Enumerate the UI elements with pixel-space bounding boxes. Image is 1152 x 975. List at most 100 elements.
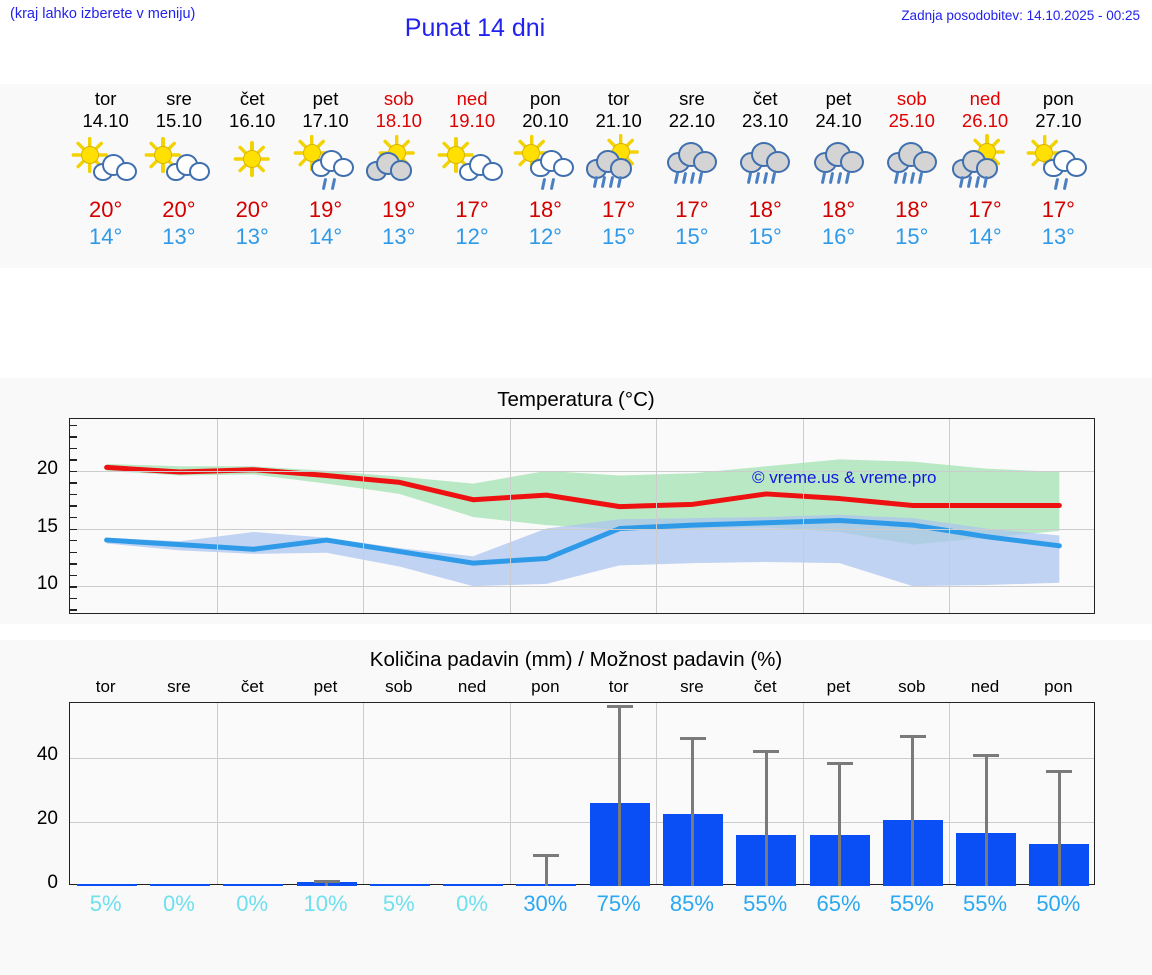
forecast-day-column[interactable]: pet 24.10 18° 16° bbox=[800, 88, 878, 249]
precip-probability-label: 30% bbox=[523, 891, 568, 916]
cloud-icon bbox=[530, 150, 575, 178]
precip-probability-label: 85% bbox=[669, 891, 714, 916]
cloud-gray-icon bbox=[740, 142, 791, 173]
rain-drop bbox=[1054, 177, 1060, 191]
y-axis-tick-mark bbox=[70, 540, 77, 542]
rain-drop bbox=[844, 171, 850, 185]
temp-max-label: 20° bbox=[89, 197, 123, 222]
temperature-series-svg bbox=[104, 459, 1062, 587]
gridline-vertical bbox=[509, 419, 511, 613]
precip-day-label: čet bbox=[240, 677, 264, 696]
weather-icon-sun-cloud bbox=[142, 134, 216, 196]
precipitation-chart-title: Količina padavin (mm) / Možnost padavin … bbox=[369, 648, 783, 671]
y-axis-tick-mark bbox=[70, 563, 77, 565]
sun-icon bbox=[437, 137, 474, 173]
forecast-day-column[interactable]: ned 19.10 17° 12° bbox=[433, 88, 511, 249]
cloud-gray-icon bbox=[585, 150, 632, 179]
cloud-icon bbox=[92, 154, 137, 182]
weather-icon-sun-cloud bbox=[69, 134, 143, 196]
precipitation-bar[interactable] bbox=[443, 883, 504, 886]
cloud-gray-icon bbox=[813, 142, 864, 173]
precipitation-bar[interactable] bbox=[149, 883, 210, 886]
temp-max-label: 17° bbox=[968, 197, 1002, 222]
forecast-day-column[interactable]: ned 26.10 17° 14° bbox=[946, 88, 1024, 249]
day-of-week-label: sre bbox=[166, 88, 192, 109]
cloud-icon bbox=[1043, 150, 1088, 178]
precip-day-label: sre bbox=[680, 677, 704, 696]
sun-icon bbox=[234, 141, 271, 177]
forecast-day-column[interactable]: pet 17.10 19° 14° bbox=[287, 88, 365, 249]
y-axis-tick-mark bbox=[70, 470, 77, 473]
temperature-plot-area bbox=[69, 418, 1095, 614]
rain-drop bbox=[893, 171, 899, 185]
cloud-icon bbox=[165, 154, 210, 182]
weather-icon-cloud-rain bbox=[728, 134, 802, 196]
precipitation-bar[interactable] bbox=[76, 883, 137, 886]
temp-min-label: 13° bbox=[162, 224, 196, 249]
gridline-vertical bbox=[509, 703, 511, 884]
temp-max-label: 20° bbox=[162, 197, 196, 222]
cloud-puff bbox=[839, 151, 864, 173]
sun-disc bbox=[80, 146, 99, 164]
sun-disc bbox=[302, 144, 321, 162]
weather-icon-container bbox=[213, 134, 291, 196]
error-bar bbox=[764, 749, 768, 886]
day-of-week-label: pon bbox=[1042, 88, 1074, 109]
y-axis-tick-mark bbox=[70, 586, 77, 588]
forecast-day-column[interactable]: pon 20.10 18° 12° bbox=[506, 88, 584, 249]
y-axis-tick-mark bbox=[70, 528, 77, 530]
forecast-day-column[interactable]: čet 16.10 20° 13° bbox=[213, 88, 291, 249]
precip-day-label: sob bbox=[898, 677, 926, 696]
forecast-day-column[interactable]: sob 25.10 18° 15° bbox=[873, 88, 951, 249]
y-axis-tick-mark bbox=[70, 505, 77, 507]
precip-day-label: sob bbox=[385, 677, 413, 696]
precipitation-plot-area bbox=[69, 702, 1095, 886]
y-axis-tick-label: 20 bbox=[36, 807, 58, 829]
gridline-vertical bbox=[216, 419, 218, 613]
precipitation-bar[interactable] bbox=[369, 883, 430, 886]
rain-drop bbox=[321, 177, 327, 191]
temp-max-label: 19° bbox=[382, 197, 416, 222]
day-of-week-label: čet bbox=[752, 88, 778, 109]
precipitation-bar[interactable] bbox=[223, 883, 284, 886]
weather-icon-container bbox=[140, 134, 218, 196]
forecast-day-column[interactable]: sob 18.10 19° 13° bbox=[360, 88, 438, 249]
precip-day-label: pet bbox=[826, 677, 851, 696]
gridline-horizontal bbox=[70, 821, 1094, 823]
day-date-label: 20.10 bbox=[522, 110, 569, 131]
forecast-day-column[interactable]: sre 15.10 20° 13° bbox=[140, 88, 218, 249]
forecast-day-column[interactable]: pon 27.10 17° 13° bbox=[1019, 88, 1097, 249]
weather-icon-container bbox=[360, 134, 438, 196]
temp-max-label: 20° bbox=[235, 197, 269, 222]
gridline-horizontal bbox=[70, 470, 1094, 472]
forecast-day-column[interactable]: sre 22.10 17° 15° bbox=[653, 88, 731, 249]
gridline-vertical bbox=[656, 703, 658, 884]
day-date-label: 19.10 bbox=[448, 110, 496, 131]
y-axis-tick-label: 40 bbox=[36, 743, 58, 765]
temp-min-label: 13° bbox=[382, 224, 416, 249]
cloud-puff bbox=[553, 157, 575, 178]
day-date-label: 17.10 bbox=[302, 110, 349, 131]
gridline-vertical bbox=[656, 419, 658, 613]
precip-probability-label: 75% bbox=[596, 891, 641, 916]
y-axis-tick-mark bbox=[70, 447, 77, 450]
rain-drop bbox=[550, 177, 556, 191]
day-of-week-label: čet bbox=[239, 88, 265, 109]
gridline-vertical bbox=[949, 419, 951, 613]
error-bar bbox=[984, 754, 988, 886]
y-axis-tick-label: 20 bbox=[36, 457, 58, 479]
cloud-gray-icon bbox=[886, 142, 937, 173]
temp-min-label: 15° bbox=[895, 224, 929, 249]
forecast-day-column[interactable]: tor 21.10 17° 15° bbox=[580, 88, 658, 249]
sun-icon bbox=[71, 137, 108, 173]
y-axis-tick-mark bbox=[70, 424, 77, 427]
uncertainty-band-min-range bbox=[106, 514, 1060, 587]
weather-icon-container bbox=[580, 134, 658, 196]
day-of-week-label: pet bbox=[825, 88, 852, 109]
weather-icon-sun-cloud-rain bbox=[582, 134, 656, 196]
forecast-day-column[interactable]: čet 23.10 18° 15° bbox=[726, 88, 804, 249]
error-bar-cap bbox=[606, 704, 633, 708]
temp-min-label: 14° bbox=[89, 224, 123, 249]
day-of-week-label: tor bbox=[607, 88, 630, 109]
forecast-day-column[interactable]: tor 14.10 20° 14° bbox=[67, 88, 145, 249]
